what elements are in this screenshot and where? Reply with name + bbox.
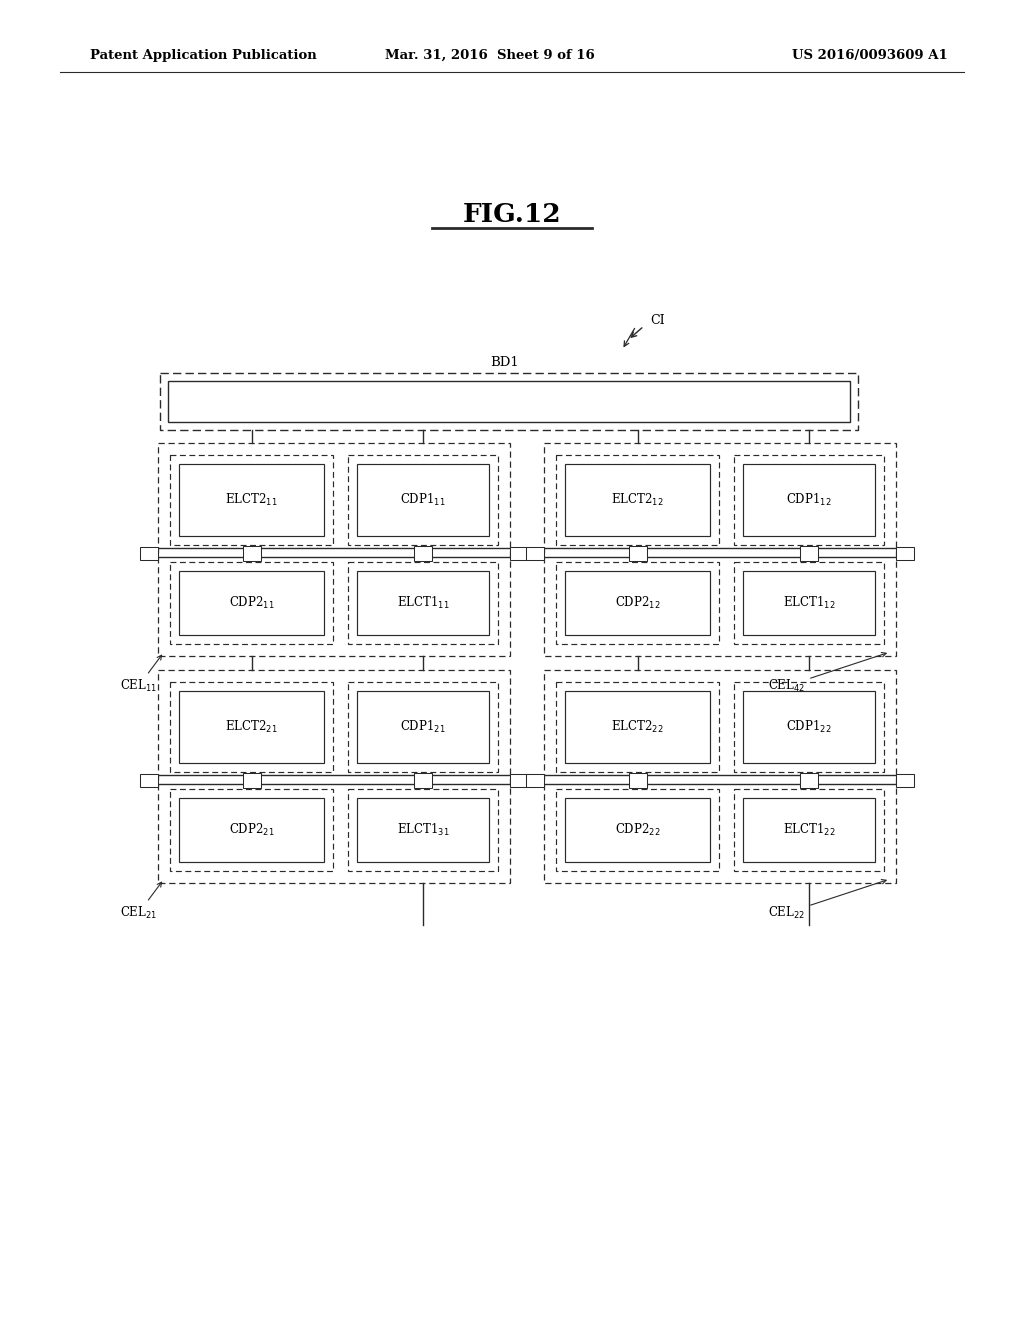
- Bar: [170, 789, 333, 871]
- Bar: [743, 799, 874, 862]
- Bar: [170, 562, 333, 644]
- Text: ELCT2$_{11}$: ELCT2$_{11}$: [225, 492, 278, 508]
- Text: CDP2$_{21}$: CDP2$_{21}$: [228, 822, 274, 838]
- Bar: [565, 572, 710, 635]
- Bar: [556, 455, 719, 545]
- Text: CDP1$_{12}$: CDP1$_{12}$: [786, 492, 831, 508]
- Text: ELCT1$_{11}$: ELCT1$_{11}$: [396, 595, 450, 611]
- Bar: [896, 774, 914, 787]
- Text: CDP2$_{11}$: CDP2$_{11}$: [228, 595, 274, 611]
- Bar: [743, 572, 874, 635]
- Bar: [170, 455, 333, 545]
- Bar: [414, 774, 432, 788]
- Bar: [734, 682, 884, 772]
- Text: ELCT1$_{31}$: ELCT1$_{31}$: [396, 822, 450, 838]
- Text: CI: CI: [650, 314, 665, 326]
- Bar: [800, 774, 818, 788]
- Bar: [357, 572, 489, 635]
- Bar: [243, 774, 260, 788]
- Text: CDP1$_{22}$: CDP1$_{22}$: [786, 719, 831, 735]
- Text: ELCT1$_{22}$: ELCT1$_{22}$: [782, 822, 836, 838]
- Bar: [544, 444, 896, 656]
- Text: Patent Application Publication: Patent Application Publication: [90, 49, 316, 62]
- Text: CDP1$_{21}$: CDP1$_{21}$: [400, 719, 445, 735]
- Bar: [140, 774, 158, 787]
- Bar: [179, 572, 324, 635]
- Bar: [414, 546, 432, 561]
- Bar: [179, 465, 324, 536]
- Bar: [565, 690, 710, 763]
- Bar: [556, 789, 719, 871]
- Bar: [526, 546, 544, 560]
- Bar: [565, 465, 710, 536]
- Text: CEL$_{42}$: CEL$_{42}$: [768, 652, 886, 694]
- Bar: [158, 444, 510, 656]
- Text: ELCT2$_{12}$: ELCT2$_{12}$: [611, 492, 664, 508]
- Bar: [800, 546, 818, 561]
- Text: CDP2$_{22}$: CDP2$_{22}$: [614, 822, 660, 838]
- Bar: [510, 546, 528, 560]
- Bar: [743, 690, 874, 763]
- Bar: [510, 774, 528, 787]
- Bar: [348, 789, 498, 871]
- Bar: [357, 799, 489, 862]
- Bar: [556, 562, 719, 644]
- Text: ELCT2$_{22}$: ELCT2$_{22}$: [611, 719, 664, 735]
- Text: CEL$_{21}$: CEL$_{21}$: [120, 882, 162, 921]
- Bar: [357, 465, 489, 536]
- Bar: [734, 455, 884, 545]
- Text: Mar. 31, 2016  Sheet 9 of 16: Mar. 31, 2016 Sheet 9 of 16: [385, 49, 595, 62]
- Bar: [734, 789, 884, 871]
- Bar: [168, 381, 850, 422]
- Text: ELCT2$_{21}$: ELCT2$_{21}$: [225, 719, 278, 735]
- Text: US 2016/0093609 A1: US 2016/0093609 A1: [793, 49, 948, 62]
- Text: CDP2$_{12}$: CDP2$_{12}$: [614, 595, 660, 611]
- Bar: [544, 671, 896, 883]
- Text: ELCT1$_{12}$: ELCT1$_{12}$: [782, 595, 836, 611]
- Bar: [179, 799, 324, 862]
- Bar: [158, 671, 510, 883]
- Bar: [743, 465, 874, 536]
- Bar: [357, 690, 489, 763]
- Bar: [179, 690, 324, 763]
- Bar: [140, 546, 158, 560]
- Bar: [348, 455, 498, 545]
- Bar: [629, 774, 646, 788]
- Bar: [556, 682, 719, 772]
- Bar: [629, 546, 646, 561]
- Text: BD1: BD1: [490, 356, 519, 370]
- Bar: [160, 374, 858, 430]
- Bar: [348, 562, 498, 644]
- Bar: [526, 774, 544, 787]
- Text: CEL$_{22}$: CEL$_{22}$: [768, 879, 886, 921]
- Text: FIG.12: FIG.12: [463, 202, 561, 227]
- Bar: [170, 682, 333, 772]
- Text: CEL$_{11}$: CEL$_{11}$: [120, 655, 162, 694]
- Bar: [565, 799, 710, 862]
- Text: CDP1$_{11}$: CDP1$_{11}$: [400, 492, 445, 508]
- Bar: [734, 562, 884, 644]
- Bar: [243, 546, 260, 561]
- Bar: [348, 682, 498, 772]
- Bar: [896, 546, 914, 560]
